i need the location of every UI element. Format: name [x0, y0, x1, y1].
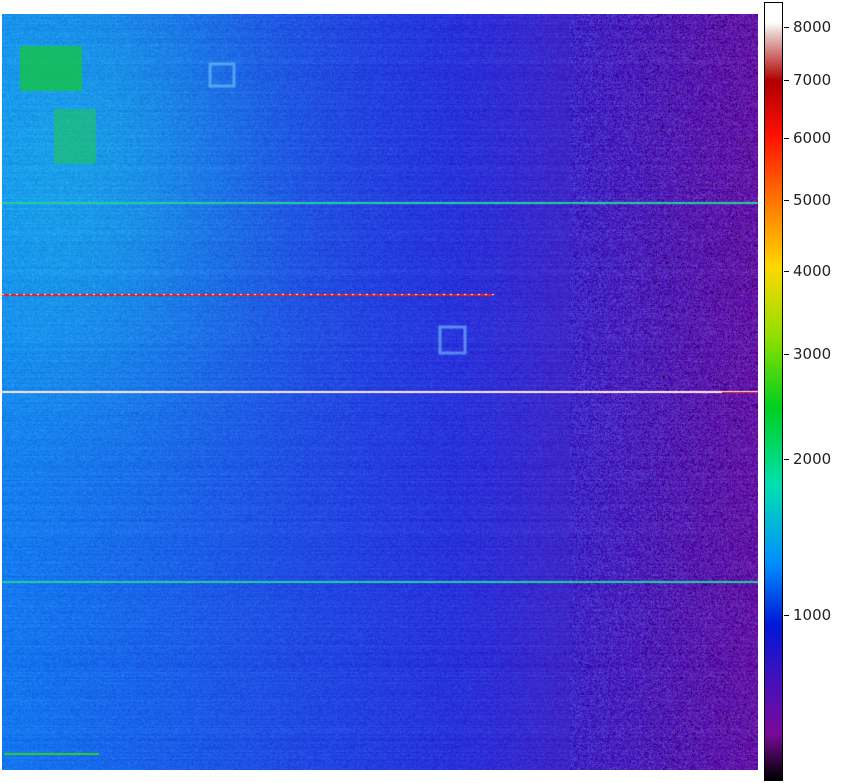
colorbar-tick-mark	[784, 27, 789, 28]
colorbar-tick-mark	[784, 354, 789, 355]
colorbar-tick-label: 8000	[793, 18, 831, 36]
heatmap-image	[2, 14, 758, 770]
colorbar-tick-label: 3000	[793, 345, 831, 363]
colorbar-tick-mark	[784, 459, 789, 460]
colorbar-tick-mark	[784, 271, 789, 272]
colorbar-tick-mark	[784, 200, 789, 201]
colorbar-tick-label: 5000	[793, 191, 831, 209]
colorbar-tick-mark	[784, 80, 789, 81]
colorbar-tick-label: 4000	[793, 262, 831, 280]
colorbar-tick-label: 2000	[793, 450, 831, 468]
colorbar	[764, 2, 783, 781]
colorbar-tick-label: 1000	[793, 606, 831, 624]
colorbar-tick-label: 6000	[793, 129, 831, 147]
colorbar-tick-label: 7000	[793, 71, 831, 89]
colorbar-tick-mark	[784, 138, 789, 139]
colorbar-tick-mark	[784, 615, 789, 616]
